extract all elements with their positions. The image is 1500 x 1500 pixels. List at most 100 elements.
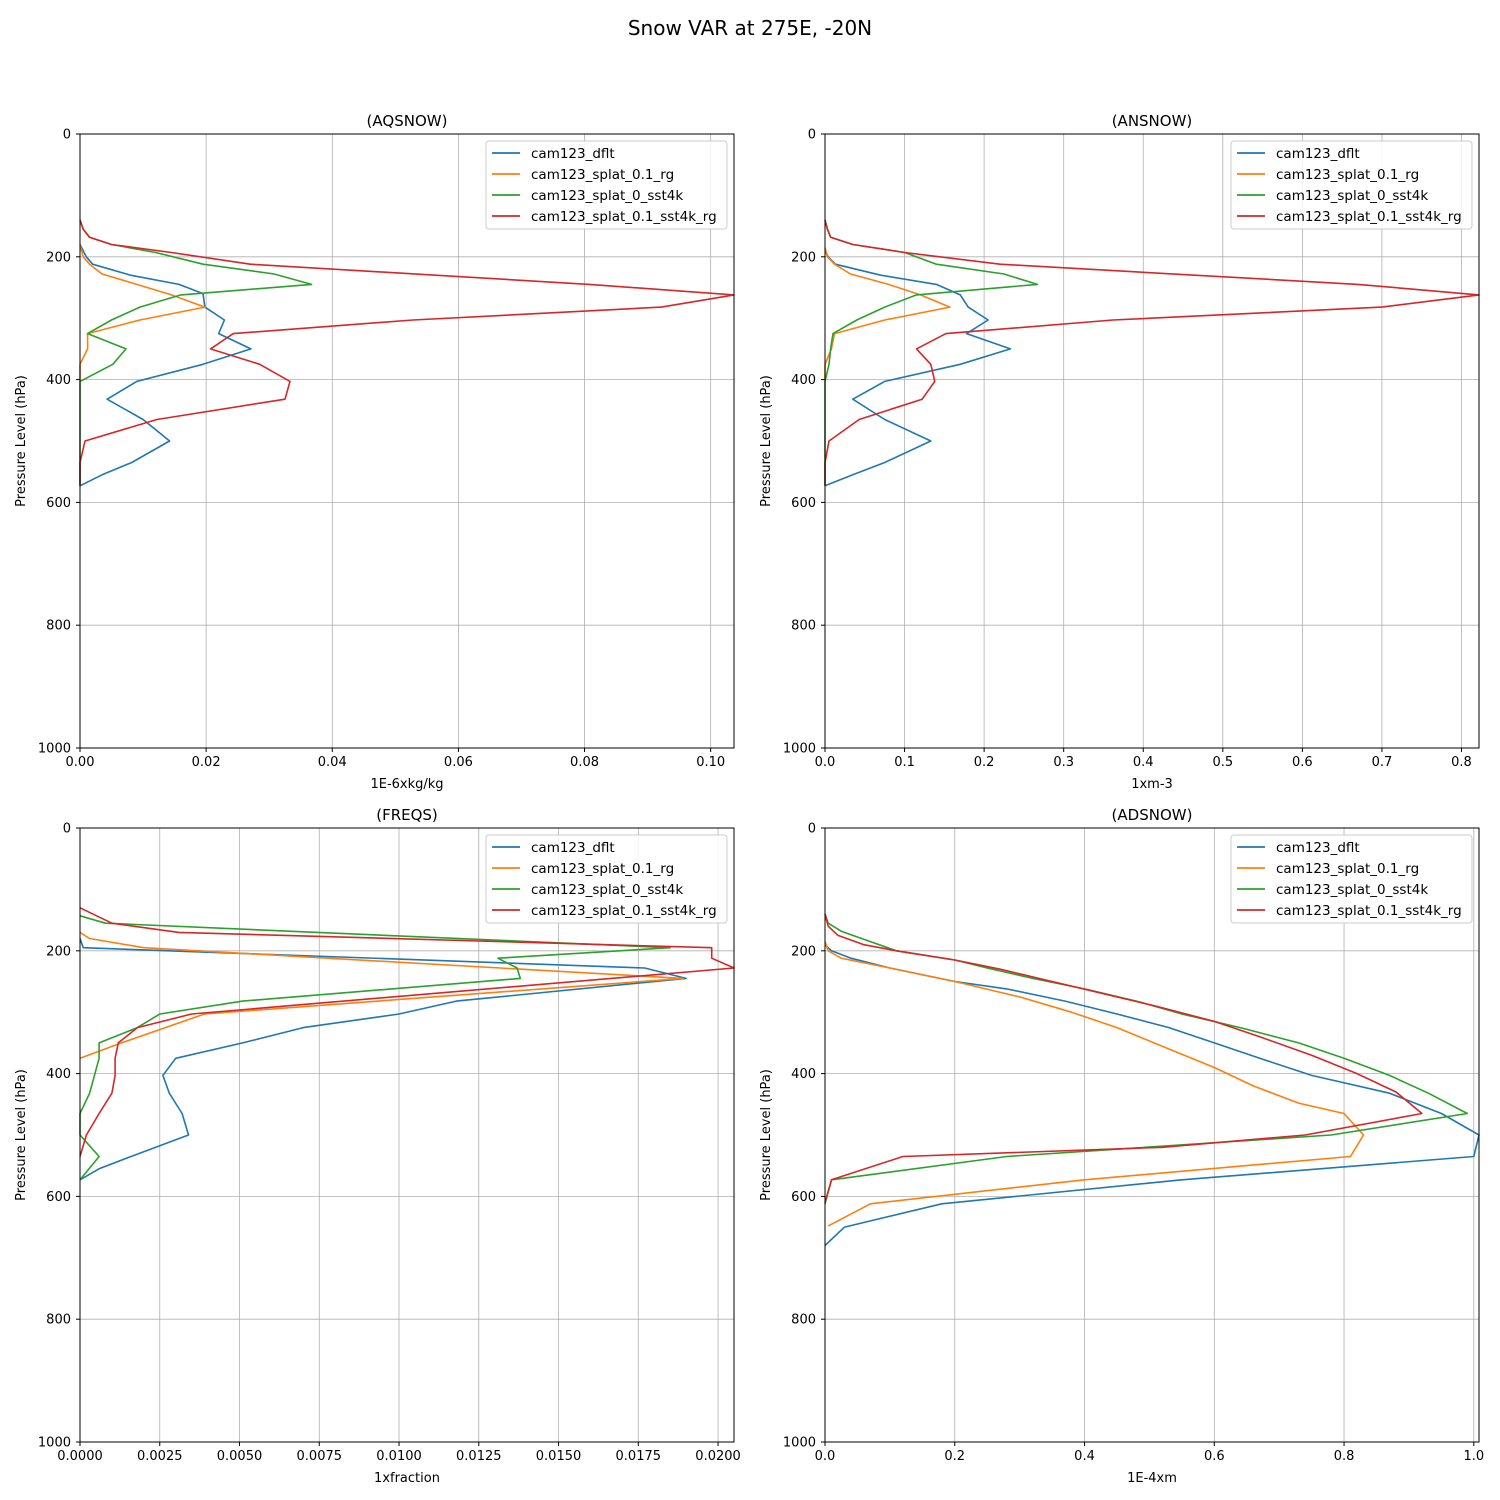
legend-label: cam123_dflt — [1276, 146, 1360, 162]
legend-box — [1230, 834, 1473, 924]
x-tick-label: 0.0050 — [217, 1449, 263, 1464]
subplot-aqsnow: (AQSNOW) 0.00 0.02 0.04 0.06 0.08 0.10 1E-6xkg/… — [14, 112, 735, 792]
subplot-title: (ADSNOW) — [1112, 806, 1193, 824]
y-axis: 0 200 400 600 800 1000 — [38, 128, 80, 757]
legend-label: cam123_splat_0.1_rg — [531, 167, 674, 183]
x-tick-label: 0.0200 — [695, 1449, 741, 1464]
x-tick-label: 0.0 — [815, 755, 836, 770]
y-tick-label: 200 — [791, 250, 816, 265]
y-axis: 0 200 400 600 800 1000 — [38, 822, 80, 1451]
series-line-cam123-splat-0-1-rg — [79, 931, 684, 1060]
y-tick-label: 400 — [791, 373, 816, 388]
x-tick-label: 0.3 — [1053, 755, 1074, 770]
legend-label: cam123_splat_0.1_sst4k_rg — [1276, 209, 1462, 225]
series-line-cam123-splat-0-sst4k — [79, 219, 313, 486]
y-tick-label: 600 — [791, 1190, 816, 1205]
x-axis-label: 1E-4xm — [1127, 1471, 1177, 1486]
legend-label: cam123_splat_0_sst4k — [531, 188, 683, 204]
y-tick-label: 200 — [46, 944, 71, 959]
x-tick-label: 0.4 — [1133, 755, 1154, 770]
x-tick-label: 0.6 — [1292, 755, 1313, 770]
series-line-cam123-dflt — [824, 944, 1480, 1247]
series-line-cam123-splat-0-sst4k — [824, 913, 1469, 1205]
y-tick-label: 400 — [46, 1067, 71, 1082]
x-tick-label: 0.6 — [1204, 1449, 1225, 1464]
y-tick-label: 600 — [791, 496, 816, 511]
x-tick-label: 0.0100 — [376, 1449, 422, 1464]
legend-label: cam123_splat_0.1_rg — [531, 861, 674, 877]
legend-label: cam123_dflt — [1276, 840, 1360, 856]
legend-label: cam123_splat_0_sst4k — [531, 882, 683, 898]
series-line-cam123-splat-0-1-rg — [824, 247, 951, 380]
figure-title: Snow VAR at 275E, -20N — [627, 16, 873, 40]
y-axis-label: Pressure Level (hPa) — [14, 1069, 29, 1201]
legend-label: cam123_splat_0.1_rg — [1276, 167, 1419, 183]
legend-label: cam123_splat_0.1_sst4k_rg — [531, 903, 717, 919]
subplot-title: (ANSNOW) — [1112, 112, 1193, 130]
legend-label: cam123_splat_0.1_sst4k_rg — [531, 209, 717, 225]
x-tick-label: 0.0075 — [297, 1449, 343, 1464]
legend-label: cam123_splat_0_sst4k — [1276, 188, 1428, 204]
x-tick-label: 0.10 — [696, 755, 725, 770]
y-tick-label: 400 — [791, 1067, 816, 1082]
subplot-title: (FREQS) — [376, 806, 438, 824]
legend: cam123_dflt cam123_splat_0.1_rg cam123_spl… — [485, 140, 728, 230]
legend-label: cam123_splat_0.1_rg — [1276, 861, 1419, 877]
y-axis: 0 200 400 600 800 1000 — [783, 128, 825, 757]
y-tick-label: 200 — [791, 944, 816, 959]
series-line-cam123-splat-0-1-sst4k-rg — [824, 219, 1480, 486]
x-tick-label: 0.1 — [894, 755, 915, 770]
subplot-title: (AQSNOW) — [367, 112, 448, 130]
x-axis: 0.00 0.02 0.04 0.06 0.08 0.10 — [66, 748, 725, 770]
x-tick-label: 0.0025 — [137, 1449, 183, 1464]
series-line-cam123-splat-0-1-sst4k-rg — [79, 219, 735, 486]
x-tick-label: 0.0 — [815, 1449, 836, 1464]
series-line-cam123-dflt — [824, 250, 1012, 487]
x-tick-label: 0.0175 — [616, 1449, 662, 1464]
subplot-adsnow: (ADSNOW) 0.0 0.2 0.4 0.6 0.8 1.0 1E-4xm 0 200 400 6… — [759, 806, 1484, 1486]
x-axis-label: 1xm-3 — [1131, 777, 1173, 792]
legend: cam123_dflt cam123_splat_0.1_rg cam123_spl… — [485, 834, 728, 924]
series-lines — [824, 219, 1480, 487]
y-tick-label: 800 — [791, 619, 816, 634]
y-tick-label: 400 — [46, 373, 71, 388]
y-tick-label: 800 — [791, 1313, 816, 1328]
x-axis-label: 1E-6xkg/kg — [370, 777, 443, 792]
plot-frame — [79, 827, 735, 1443]
subplot-freqs: (FREQS) 0.0000 0.0025 0.0050 0.0075 0.0100 0.0… — [14, 806, 741, 1486]
x-tick-label: 0.06 — [444, 755, 473, 770]
subplot-ansnow: (ANSNOW) 0.0 0.1 0.2 0.3 0.4 0.5 0.6 0.7 0.8 1xm-3… — [759, 112, 1480, 792]
legend-label: cam123_splat_0.1_sst4k_rg — [1276, 903, 1462, 919]
series-line-cam123-splat-0-1-sst4k-rg — [79, 907, 735, 1157]
y-axis: 0 200 400 600 800 1000 — [783, 822, 825, 1451]
x-tick-label: 0.04 — [318, 755, 347, 770]
x-tick-label: 1.0 — [1463, 1449, 1484, 1464]
y-tick-label: 600 — [46, 496, 71, 511]
legend-box — [485, 140, 728, 230]
series-line-cam123-splat-0-1-sst4k-rg — [824, 913, 1423, 1203]
x-tick-label: 0.0000 — [57, 1449, 103, 1464]
x-tick-label: 0.5 — [1212, 755, 1233, 770]
y-tick-label: 1000 — [783, 742, 816, 757]
series-line-cam123-splat-0-1-rg — [824, 941, 1365, 1227]
legend-box — [485, 834, 728, 924]
x-tick-label: 0.7 — [1372, 755, 1393, 770]
legend-label: cam123_splat_0_sst4k — [1276, 882, 1428, 898]
legend-label: cam123_dflt — [531, 146, 615, 162]
x-axis: 0.0 0.2 0.4 0.6 0.8 1.0 — [815, 1442, 1484, 1464]
y-tick-label: 0 — [808, 128, 816, 143]
x-tick-label: 0.4 — [1074, 1449, 1095, 1464]
y-tick-label: 600 — [46, 1190, 71, 1205]
y-axis-label: Pressure Level (hPa) — [14, 375, 29, 507]
legend-box — [1230, 140, 1473, 230]
plot-frame — [79, 133, 735, 749]
legend: cam123_dflt cam123_splat_0.1_rg cam123_spl… — [1230, 140, 1473, 230]
y-tick-label: 200 — [46, 250, 71, 265]
x-tick-label: 0.2 — [974, 755, 995, 770]
legend-label: cam123_dflt — [531, 840, 615, 856]
y-tick-label: 1000 — [38, 742, 71, 757]
y-tick-label: 800 — [46, 1313, 71, 1328]
y-tick-label: 0 — [808, 822, 816, 837]
x-axis: 0.0 0.1 0.2 0.3 0.4 0.5 0.6 0.7 0.8 — [815, 748, 1472, 770]
x-tick-label: 0.08 — [570, 755, 599, 770]
